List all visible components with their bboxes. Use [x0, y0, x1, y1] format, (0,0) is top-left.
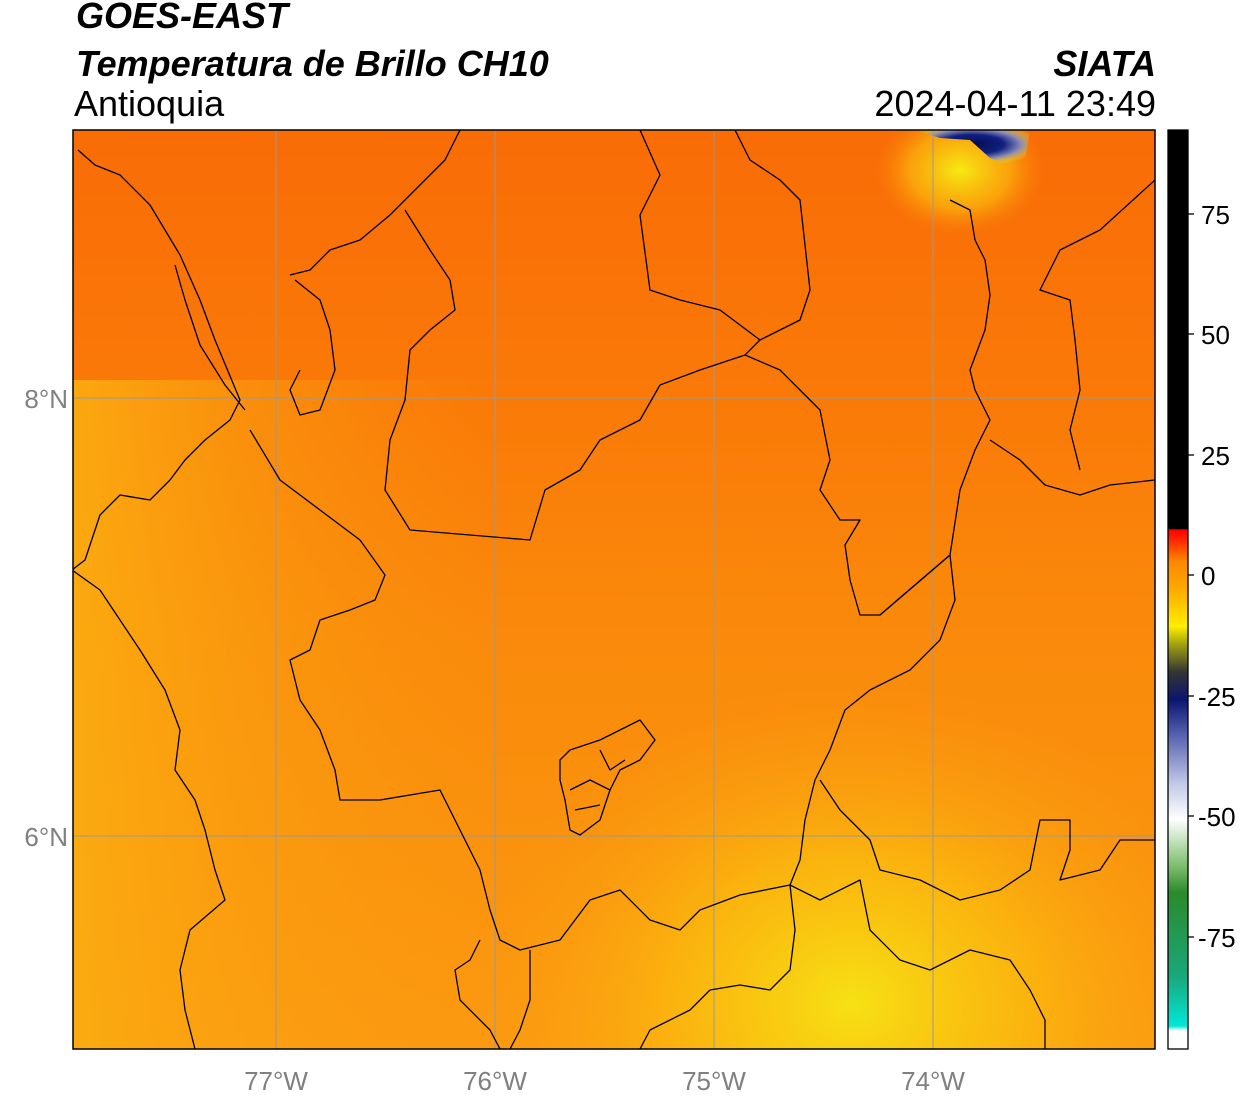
colorbar: 75 50 25 0 -25 -50 -75	[1167, 129, 1236, 1050]
lon-label-75w: 75°W	[682, 1066, 746, 1096]
border-medellin-area	[559, 719, 656, 836]
product-title: Temperatura de Brillo CH10	[76, 43, 549, 84]
coastline-north-2	[289, 279, 336, 416]
lon-label-77w: 77°W	[244, 1066, 308, 1096]
cold-cloud-top	[915, 130, 1030, 166]
border-antioquia-north	[384, 130, 811, 541]
colorbar-gradient	[1168, 130, 1188, 1049]
border-chocó-south	[509, 950, 531, 1049]
border-caldas	[789, 879, 1046, 1049]
warm-southeast-area	[73, 130, 1155, 1049]
colorbar-tick-neg50: -50	[1198, 802, 1236, 832]
graticule	[73, 130, 1155, 1049]
border-antioquia-southeast	[789, 554, 956, 886]
coastline-gulf-uraba	[174, 264, 246, 411]
colorbar-tick-25: 25	[1201, 441, 1230, 471]
border-line-east	[879, 554, 951, 616]
lat-label-8n: 8°N	[24, 384, 68, 414]
coastline-caribbean	[73, 149, 241, 571]
satellite-title: GOES-EAST	[76, 0, 289, 36]
border-cordoba	[639, 130, 761, 341]
colorbar-frame	[1167, 129, 1189, 1050]
border-medellin-sub	[569, 749, 626, 811]
organization-label: SIATA	[1053, 43, 1156, 84]
datetime-label: 2024-04-11 23:49	[874, 83, 1156, 124]
border-risaralda	[454, 939, 501, 1049]
lon-label-76w: 76°W	[463, 1066, 527, 1096]
colorbar-tick-neg75: -75	[1198, 923, 1236, 953]
lat-label-6n: 6°N	[24, 822, 68, 852]
colorbar-tick-50: 50	[1201, 320, 1230, 350]
colorbar-tick-75: 75	[1201, 200, 1230, 230]
border-tolima	[639, 884, 796, 1049]
coastline-pacific	[73, 569, 226, 1049]
border-santander	[1039, 179, 1155, 471]
lon-label-74w: 74°W	[901, 1066, 965, 1096]
coastline-north	[289, 130, 461, 276]
boundaries	[73, 130, 1155, 1049]
region-title: Antioquia	[74, 83, 225, 124]
colorbar-tick-neg25: -25	[1198, 682, 1236, 712]
colorbar-ticks	[1188, 213, 1194, 938]
border-boyaca	[819, 779, 1155, 901]
colorbar-tick-0: 0	[1201, 561, 1215, 591]
cloud-halo	[875, 130, 1045, 235]
border-magdalena	[989, 439, 1155, 496]
map-panel	[73, 130, 1155, 1049]
border-antioquia-west	[249, 429, 791, 951]
map-frame	[72, 129, 1156, 1050]
